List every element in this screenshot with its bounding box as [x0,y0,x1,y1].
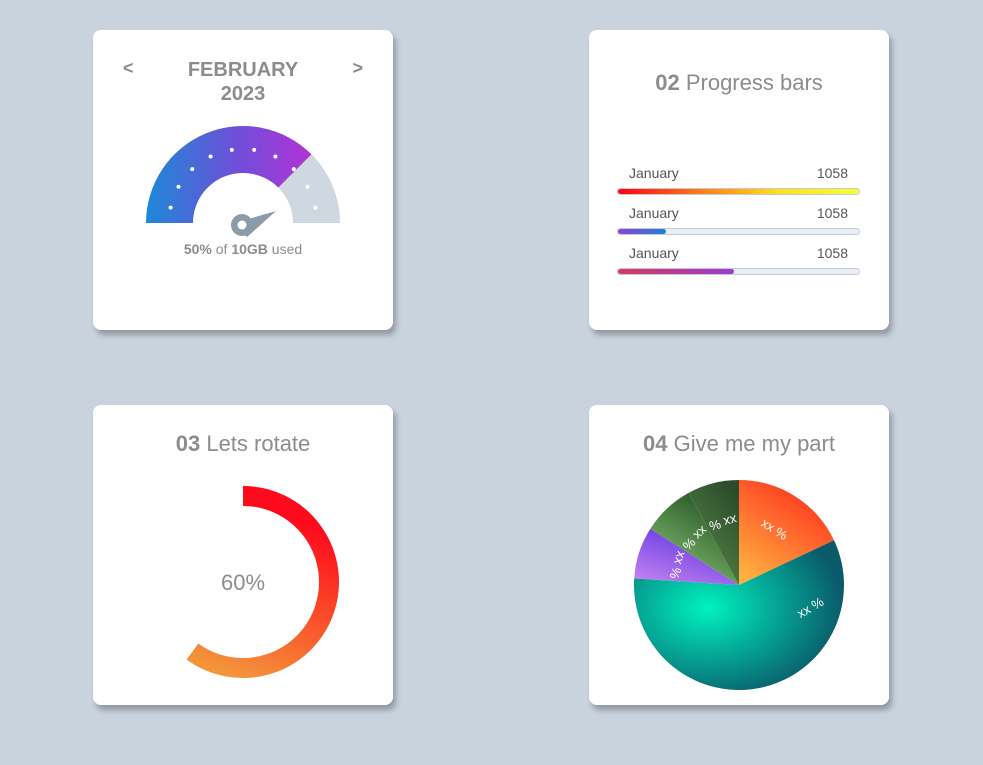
pie-slice [634,528,739,585]
progress-fill [618,189,859,194]
gauge-tick-dot [168,205,173,210]
usage-of: of [215,241,228,257]
ring-percent-label: 60% [221,570,265,595]
storage-gauge-card: < FEBRUARY 2023 > 50% of 10GB used [93,30,393,330]
rotate-card: 03 Lets rotate 60% [93,405,393,705]
card-number: 03 [175,431,201,456]
gauge-tick-dot [313,205,318,210]
usage-capacity: 10GB [231,241,268,257]
usage-used: used [271,241,303,257]
pie-slice [688,480,739,585]
pie-slice [634,540,844,690]
pie-slice [739,480,835,585]
progress-bars-card: 02 Progress bars January 1058 January 1058 J… [589,30,889,330]
gauge-tick-dot [252,147,257,152]
gauge-fill-arc [146,125,312,223]
progress-fill [618,229,667,234]
gauge-tick-dot [305,184,310,189]
gauge-tick-dot [176,184,181,189]
progress-value: 1058 [816,205,848,221]
usage-percent: 50% [183,241,212,257]
gauge-tick-dot [190,167,195,172]
progress-ring: 60% [186,486,339,678]
progress-value: 1058 [816,165,848,181]
gauge-tick-dot [291,167,296,172]
card-title-text: Give me my part [673,431,835,456]
gauge-tick-dot [273,154,278,159]
usage-caption: 50% of 10GB used [93,241,393,257]
progress-track [617,228,860,235]
gauge-tick-dot [229,147,234,152]
gauge-remainder-arc [278,154,340,223]
pie-chart: xx %xx %xx %xx %xx % [634,480,844,690]
card-number: 02 [655,70,680,95]
pie-slice [650,492,739,585]
progress-label: January [629,205,679,221]
month-year-heading: FEBRUARY 2023 [93,58,393,106]
card-title: 02 Progress bars [589,70,889,96]
progress-track [617,268,860,275]
progress-fill [618,269,734,274]
month-label: FEBRUARY [187,59,299,81]
card-title-text: Lets rotate [206,431,311,456]
pie-slice-label: xx % [707,512,738,534]
card-title: 03 Lets rotate [93,431,393,457]
progress-track [617,188,860,195]
gauge-tick-dot [208,154,213,159]
progress-value: 1058 [816,245,848,261]
pie-card: 04 Give me my part xx % xx % xx % xx % xx % [589,405,889,705]
next-month-button[interactable]: > [352,58,363,78]
year-label: 2023 [220,83,266,105]
storage-gauge [146,125,340,237]
previous-month-button[interactable]: < [123,58,134,78]
progress-label: January [629,165,679,181]
card-number: 04 [643,431,668,456]
progress-label: January [629,245,679,261]
card-title-text: Progress bars [685,70,823,95]
card-title: 04 Give me my part [589,431,889,457]
progress-ring-arc [186,486,339,678]
gauge-needle [231,211,276,237]
